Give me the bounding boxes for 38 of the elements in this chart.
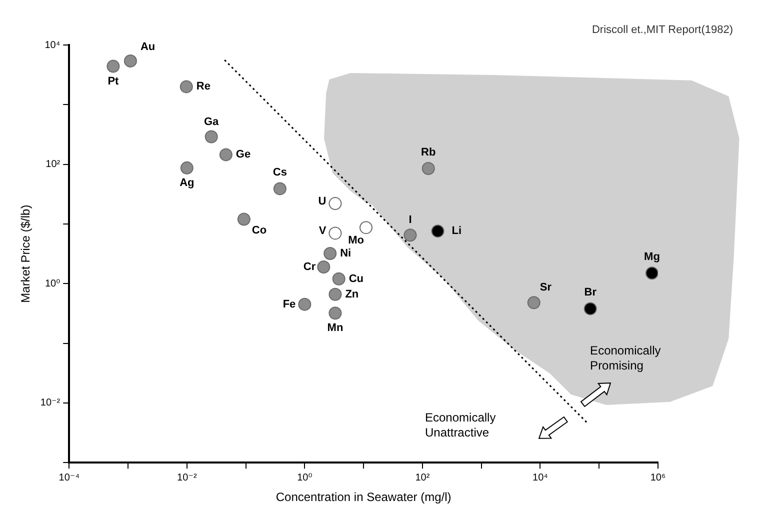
y-tick-label: 10⁴	[44, 40, 60, 51]
annotation: U	[318, 196, 326, 208]
annotation: Fe	[282, 298, 296, 310]
x-tick-label: 10⁻⁴	[58, 472, 80, 484]
annotation: Mn	[327, 322, 344, 334]
annotation: Cs	[272, 166, 287, 179]
annotation: Pt	[108, 75, 120, 88]
y-tick-label: 10⁻²	[40, 398, 61, 409]
annotation: Cu	[348, 272, 364, 285]
annotation: Co	[252, 224, 267, 236]
x-tick-label: 10²	[415, 472, 430, 484]
annotation: Ge	[236, 148, 251, 161]
annotation: Li	[452, 225, 462, 238]
annotation: Mg	[644, 251, 660, 264]
y-tick-label: 10²	[46, 159, 61, 170]
annotation: Ga	[204, 116, 220, 128]
x-tick-label: 10⁴	[532, 472, 548, 484]
annotation: Cr	[303, 261, 316, 274]
annotation: Re	[196, 80, 210, 93]
text: Driscoll et.,MIT Report(1982)	[592, 24, 733, 36]
annotation: I	[408, 214, 412, 226]
annotation: V	[318, 225, 327, 238]
annotation: Mo	[348, 234, 364, 247]
annotation: Br	[584, 286, 598, 299]
annotation: Zn	[345, 288, 359, 300]
y-tick-label: 10⁰	[44, 278, 60, 290]
y-axis-title: Market Price ($/lb)	[18, 204, 33, 303]
annotation: Rb	[421, 146, 436, 159]
annotation: Sr	[540, 282, 552, 294]
x-tick-label: 10⁶	[650, 472, 666, 484]
annotation: Ag	[180, 176, 194, 189]
x-tick-label: 10⁰	[297, 472, 312, 484]
x-tick-label: 10⁻²	[177, 472, 198, 484]
annotation: Economically Promising	[590, 343, 661, 372]
annotation: Economically Unattractive	[425, 410, 496, 440]
annotation: Au	[140, 40, 156, 53]
x-axis-title: Concentration in Seawater (mg/l)	[276, 490, 452, 504]
annotation: Ni	[340, 248, 352, 260]
